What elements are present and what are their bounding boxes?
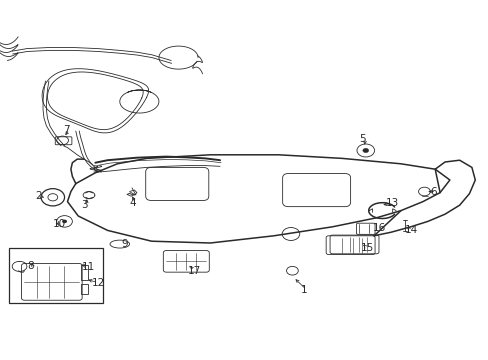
Text: 6: 6	[429, 186, 436, 197]
Text: 3: 3	[81, 200, 87, 210]
Text: 12: 12	[92, 278, 105, 288]
Text: 11: 11	[82, 262, 95, 272]
Text: 14: 14	[404, 225, 417, 235]
Text: 1: 1	[300, 285, 307, 295]
Text: 16: 16	[372, 222, 385, 233]
Text: 4: 4	[129, 198, 136, 208]
Bar	[81, 265, 88, 280]
Circle shape	[62, 220, 67, 223]
Text: 2: 2	[35, 191, 42, 201]
Text: 7: 7	[63, 125, 70, 135]
Bar	[9, 248, 102, 303]
Text: 10: 10	[53, 219, 66, 229]
Circle shape	[362, 148, 368, 153]
Text: 8: 8	[27, 261, 34, 271]
Text: 9: 9	[121, 239, 128, 249]
Text: 5: 5	[359, 134, 366, 144]
Text: 15: 15	[360, 243, 373, 253]
Text: 17: 17	[188, 266, 201, 276]
Bar	[81, 284, 88, 294]
Text: 13: 13	[386, 198, 399, 208]
